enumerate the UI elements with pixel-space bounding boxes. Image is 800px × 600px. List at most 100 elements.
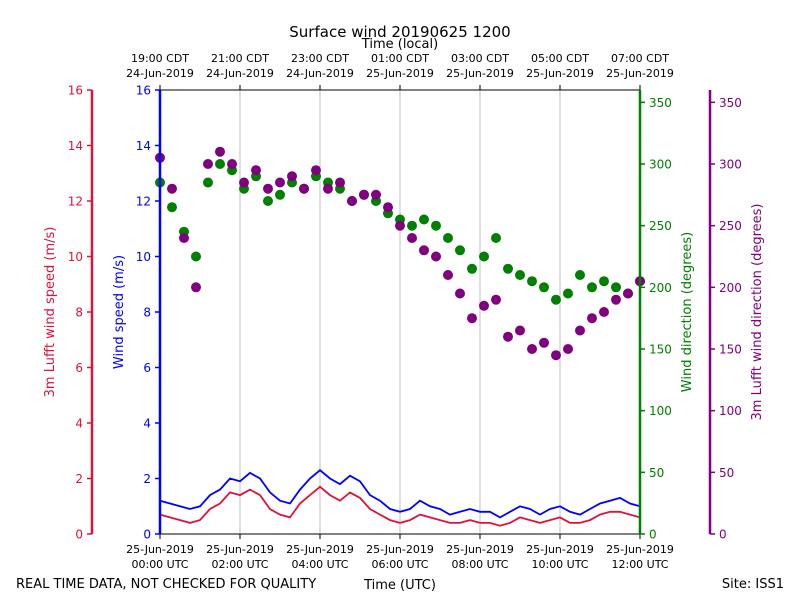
left-speed-axis: 0 2 4 6 8 10 12 14 16 Wind speed (m/s) <box>112 84 162 542</box>
speed-axis-tick-label: 16 <box>136 84 151 98</box>
series-wind-direction-point <box>407 220 417 231</box>
series-3m-lufft-wind-direction-point <box>395 220 405 231</box>
series-3m-lufft-wind-direction-point <box>623 288 633 299</box>
top-tick-date: 25-Jun-2019 <box>606 67 674 80</box>
top-tick-date: 24-Jun-2019 <box>206 67 274 80</box>
series-wind-direction-point <box>167 202 177 213</box>
bottom-tick-time: 06:00 UTC <box>371 558 428 571</box>
speed-axis-tick-label: 12 <box>136 195 151 209</box>
series-wind-direction-point <box>491 233 501 243</box>
bottom-tick-time: 12:00 UTC <box>611 558 668 571</box>
series-3m-lufft-wind-direction-point <box>491 294 501 305</box>
series-3m-lufft-wind-direction-point <box>587 313 597 324</box>
speed-axis-tick-label: 8 <box>143 306 151 320</box>
lufft-speed-axis-tick-label: 6 <box>75 361 83 375</box>
series-3m-lufft-wind-direction-point <box>443 270 453 280</box>
direction-axis-label: Wind direction (degrees) <box>680 232 695 392</box>
series-3m-lufft-wind-direction-point <box>431 251 441 262</box>
series-3m-lufft-wind-direction-point <box>599 307 609 317</box>
bottom-tick-date: 25-Jun-2019 <box>286 543 354 556</box>
series-wind-direction-point <box>587 282 597 293</box>
series-wind-direction-point <box>191 251 201 262</box>
series-3m-lufft-wind-direction-point <box>467 313 477 324</box>
series-wind-direction-point <box>503 263 513 274</box>
series-wind-direction-point <box>467 263 477 274</box>
speed-axis-tick-label: 4 <box>143 417 151 431</box>
lufft-direction-axis-tick-label: 0 <box>719 528 727 542</box>
bottom-tick-date: 25-Jun-2019 <box>206 543 274 556</box>
bottom-tick-date: 25-Jun-2019 <box>366 543 434 556</box>
lufft-direction-axis-tick-label: 300 <box>719 158 742 172</box>
series-wind-direction-point <box>263 196 273 206</box>
series-3m-lufft-wind-direction-point <box>179 233 189 243</box>
lufft-speed-axis-tick-label: 0 <box>75 528 83 542</box>
top-tick-date: 24-Jun-2019 <box>126 67 194 80</box>
series-layer <box>155 146 645 527</box>
series-3m-lufft-wind-direction-point <box>419 245 429 256</box>
bottom-tick-time: 02:00 UTC <box>211 558 268 571</box>
top-tick-date: 25-Jun-2019 <box>446 67 514 80</box>
lufft-direction-axis-tick-label: 200 <box>719 281 742 295</box>
top-ticks: 19:00 CDT 24-Jun-2019 21:00 CDT 24-Jun-2019… <box>126 52 674 90</box>
top-tick-time: 01:00 CDT <box>371 52 429 65</box>
speed-axis-tick-label: 14 <box>136 139 151 153</box>
bottom-tick-date: 25-Jun-2019 <box>606 543 674 556</box>
bottom-tick-date: 25-Jun-2019 <box>126 543 194 556</box>
series-wind-direction-point <box>443 233 453 243</box>
top-tick-date: 25-Jun-2019 <box>526 67 594 80</box>
series-3m-lufft-wind-direction-point <box>575 325 585 336</box>
series-3m-lufft-wind-direction-point <box>335 177 345 188</box>
series-3m-lufft-wind-direction-point <box>515 325 525 336</box>
top-axis-label: Time (local) <box>361 37 438 52</box>
top-tick-time: 19:00 CDT <box>131 52 189 65</box>
series-3m-lufft-wind-direction-point <box>479 300 489 311</box>
series-wind-direction-point <box>599 276 609 287</box>
series-3m-lufft-wind-direction-point <box>539 337 549 348</box>
series-3m-lufft-wind-speed-line <box>159 485 641 527</box>
bottom-axis-label: Time (UTC) <box>363 578 436 593</box>
series-wind-direction-point <box>563 288 573 299</box>
direction-axis-tick-label: 350 <box>649 96 672 110</box>
direction-axis-tick-label: 300 <box>649 158 672 172</box>
bottom-ticks: 25-Jun-2019 00:00 UTC 25-Jun-2019 02:00 UTC… <box>126 534 674 571</box>
lufft-speed-axis-tick-label: 2 <box>75 472 83 486</box>
bottom-tick-date: 25-Jun-2019 <box>526 543 594 556</box>
bottom-tick-time: 00:00 UTC <box>131 558 188 571</box>
chart-title: Surface wind 20190625 1200 <box>289 23 510 41</box>
series-3m-lufft-wind-direction-point <box>551 350 561 361</box>
lufft-speed-axis-tick-label: 8 <box>75 306 83 320</box>
series-3m-lufft-wind-direction-point <box>611 294 621 305</box>
lufft-speed-axis-label: 3m Lufft wind speed (m/s) <box>43 227 58 398</box>
right-lufft-direction-axis: 0 50 100 150 200 250 300 350 3m Lufft wind direc… <box>708 90 765 542</box>
series-wind-direction-point <box>479 251 489 262</box>
series-wind-speed-line <box>159 469 641 519</box>
series-3m-lufft-wind-direction-point <box>167 183 177 194</box>
direction-axis-tick-label: 250 <box>649 219 672 233</box>
top-tick-time: 05:00 CDT <box>531 52 589 65</box>
series-3m-lufft-wind-direction-point <box>287 171 297 182</box>
series-3m-lufft-wind-direction-point <box>191 282 201 293</box>
direction-axis-tick-label: 200 <box>649 281 672 295</box>
top-tick-date: 25-Jun-2019 <box>366 67 434 80</box>
top-tick-time: 23:00 CDT <box>291 52 349 65</box>
speed-axis-tick-label: 10 <box>136 250 151 264</box>
series-wind-direction-point <box>275 189 285 200</box>
series-wind-direction-point <box>455 245 465 256</box>
lufft-speed-axis-tick-label: 10 <box>68 250 83 264</box>
series-3m-lufft-wind-direction-point <box>275 177 285 188</box>
site-label: Site: ISS1 <box>722 577 784 592</box>
series-3m-lufft-wind-direction-point <box>527 344 537 354</box>
bottom-tick-time: 04:00 UTC <box>291 558 348 571</box>
series-3m-lufft-wind-direction-point <box>407 233 417 243</box>
lufft-speed-axis-tick-label: 4 <box>75 417 83 431</box>
series-wind-direction-point <box>527 276 537 287</box>
top-tick-date: 24-Jun-2019 <box>286 67 354 80</box>
series-wind-direction-point <box>551 294 561 305</box>
speed-axis-label: Wind speed (m/s) <box>112 255 127 369</box>
bottom-tick-time: 08:00 UTC <box>451 558 508 571</box>
series-3m-lufft-wind-direction-point <box>359 189 369 200</box>
gridlines <box>239 90 561 534</box>
series-wind-direction-point <box>419 214 429 225</box>
direction-axis-tick-label: 100 <box>649 404 672 418</box>
